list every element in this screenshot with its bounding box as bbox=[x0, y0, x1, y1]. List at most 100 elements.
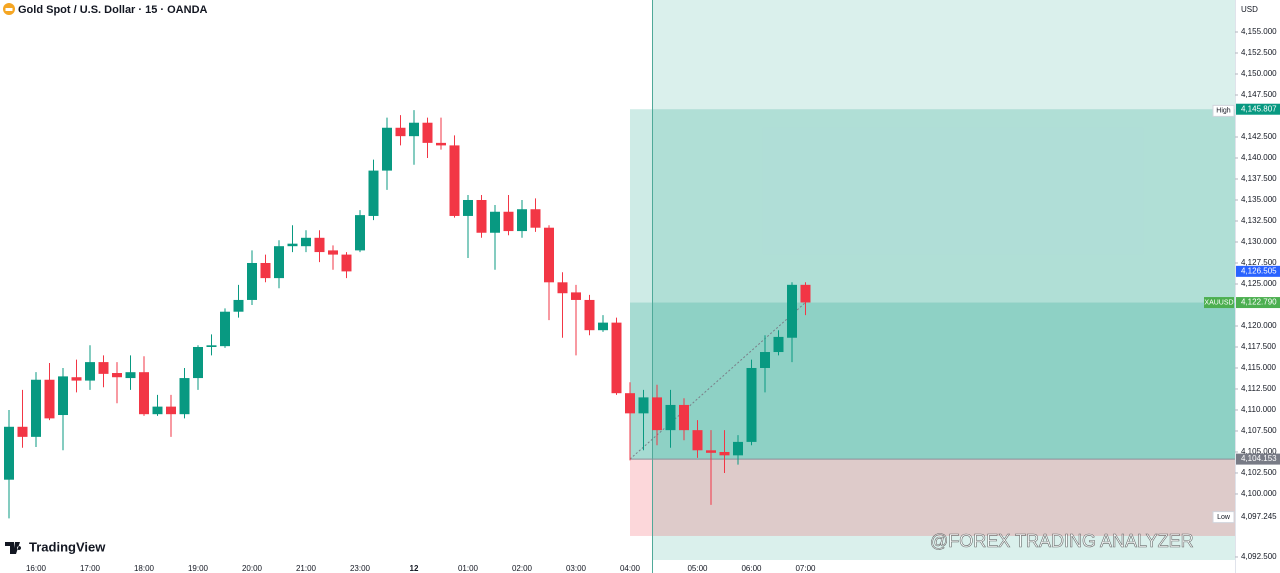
y-tick-label: 4,120.000 bbox=[1241, 321, 1277, 330]
price-tag-label: 4,122.790 bbox=[1241, 298, 1277, 307]
logo-text: TradingView bbox=[29, 539, 106, 554]
y-tick-label: 4,140.000 bbox=[1241, 153, 1277, 162]
candle-body bbox=[395, 127, 406, 137]
candle-body bbox=[260, 262, 271, 279]
candle-body bbox=[530, 209, 541, 228]
y-tick-label: 4,132.500 bbox=[1241, 216, 1277, 225]
extreme-value: 4,097.245 bbox=[1241, 512, 1277, 521]
candle-body bbox=[274, 246, 284, 279]
candle-body bbox=[679, 404, 689, 431]
y-tick-label: 4,127.500 bbox=[1241, 258, 1277, 267]
candle-body bbox=[422, 122, 433, 143]
candle-body bbox=[382, 127, 392, 171]
price-tag bbox=[1236, 103, 1280, 115]
x-tick-label: 20:00 bbox=[242, 564, 263, 573]
x-tick-label: 06:00 bbox=[741, 564, 762, 573]
x-tick-label: 07:00 bbox=[795, 564, 816, 573]
tag-name: XAUUSD bbox=[1204, 299, 1233, 306]
candle-body bbox=[544, 227, 554, 283]
y-tick-label: 4,115.000 bbox=[1241, 363, 1277, 372]
candle-body bbox=[44, 379, 55, 419]
candle-body bbox=[773, 336, 784, 353]
candle-body bbox=[314, 237, 325, 253]
candle-body bbox=[719, 451, 730, 456]
y-tick-label: 4,105.000 bbox=[1241, 447, 1277, 456]
header: Gold Spot / U.S. Dollar · 15 · OANDA bbox=[3, 3, 208, 16]
candle-body bbox=[139, 372, 149, 415]
candle-body bbox=[517, 209, 527, 232]
y-tick-label: 4,150.000 bbox=[1241, 69, 1277, 78]
y-tick-label: 4,092.500 bbox=[1241, 552, 1277, 561]
candle-body bbox=[112, 373, 122, 378]
candle-body bbox=[449, 145, 460, 216]
candle-body bbox=[638, 397, 649, 414]
symbol-icon-bar bbox=[5, 8, 13, 11]
extreme-name: High bbox=[1216, 108, 1231, 115]
candle-body bbox=[125, 372, 136, 379]
extreme-name-box bbox=[1212, 104, 1235, 117]
x-tick-label: 12 bbox=[410, 564, 419, 573]
candle-body bbox=[166, 406, 176, 415]
candle-body bbox=[179, 378, 190, 415]
candle-body bbox=[301, 237, 311, 247]
trade-path bbox=[629, 302, 806, 460]
extreme-value-box bbox=[1236, 511, 1280, 523]
y-tick-label: 4,147.500 bbox=[1241, 90, 1277, 99]
candle-body bbox=[368, 170, 379, 216]
x-tick-label: 01:00 bbox=[458, 564, 479, 573]
candle-body bbox=[71, 377, 82, 381]
candle-body bbox=[31, 379, 41, 437]
candle-body bbox=[476, 199, 487, 233]
candle-body bbox=[58, 376, 68, 416]
y-tick-label: 4,117.500 bbox=[1241, 342, 1277, 351]
y-tick-label: 4,152.500 bbox=[1241, 48, 1277, 57]
y-tick-label: 4,125.000 bbox=[1241, 279, 1277, 288]
candle-body bbox=[328, 250, 338, 255]
candle-body bbox=[152, 406, 163, 415]
x-tick-label: 16:00 bbox=[26, 564, 47, 573]
candle-body bbox=[463, 199, 473, 216]
candle-body bbox=[247, 262, 257, 300]
x-tick-label: 23:00 bbox=[350, 564, 371, 573]
x-tick-label: 02:00 bbox=[512, 564, 533, 573]
position-zones bbox=[629, 0, 1235, 573]
price-tag bbox=[1236, 297, 1280, 309]
price-tag bbox=[1236, 453, 1280, 465]
stop-zone bbox=[630, 459, 1235, 536]
candle-body bbox=[760, 352, 770, 368]
watermark: @FOREX TRADING ANALYZER bbox=[930, 531, 1194, 551]
x-tick-label: 03:00 bbox=[566, 564, 587, 573]
candle-body bbox=[409, 122, 419, 137]
candle-body bbox=[557, 282, 568, 294]
y-tick-label: 4,110.000 bbox=[1241, 405, 1277, 414]
candle-body bbox=[503, 211, 514, 232]
logo-icon bbox=[5, 542, 22, 554]
currency: USD bbox=[1241, 5, 1258, 14]
y-tick-label: 4,112.500 bbox=[1241, 384, 1277, 393]
x-tick-label: 17:00 bbox=[80, 564, 101, 573]
candle-body bbox=[4, 426, 14, 480]
x-tick-label: 19:00 bbox=[188, 564, 209, 573]
candle-body bbox=[584, 299, 595, 331]
price-tag-label: 4,145.807 bbox=[1241, 104, 1277, 113]
x-tick-label: 18:00 bbox=[134, 564, 155, 573]
extreme-name-box bbox=[1212, 511, 1235, 524]
candle-body bbox=[287, 243, 298, 247]
target-zone bbox=[630, 109, 1235, 460]
price-tag-label: 4,104.153 bbox=[1241, 454, 1277, 463]
candle-body bbox=[85, 362, 95, 381]
x-tick-label: 04:00 bbox=[620, 564, 641, 573]
y-tick-label: 4,102.500 bbox=[1241, 468, 1277, 477]
price-axis: USD 4,155.000 4,152.500 4,150.000 4,147.500… bbox=[1204, 0, 1280, 573]
candle-body bbox=[355, 215, 365, 251]
candle-body bbox=[341, 254, 352, 272]
chart-title: Gold Spot / U.S. Dollar · 15 · OANDA bbox=[18, 4, 208, 16]
candle-body bbox=[746, 367, 757, 442]
y-tick-label: 4,107.500 bbox=[1241, 426, 1277, 435]
time-axis: 16:00 17:00 18:00 19:00 20:00 21:00 23:00 12 01:… bbox=[26, 564, 816, 573]
profit-zone bbox=[630, 302, 1235, 460]
candle-body bbox=[220, 311, 230, 347]
candle-body bbox=[598, 322, 608, 331]
candles bbox=[4, 110, 811, 519]
